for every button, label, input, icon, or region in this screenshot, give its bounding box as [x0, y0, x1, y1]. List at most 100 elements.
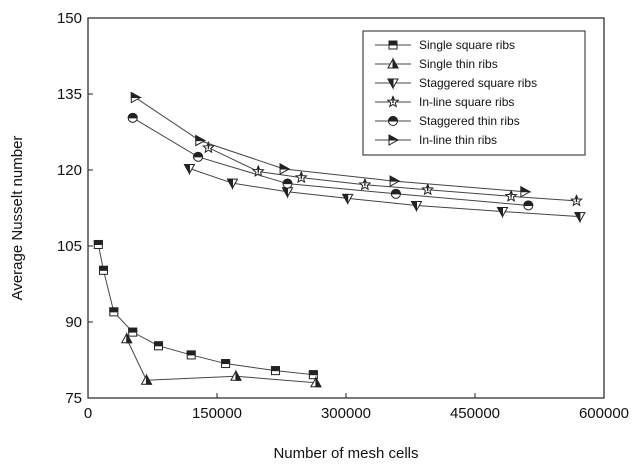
marker-fill	[186, 350, 196, 356]
data-point	[154, 341, 164, 351]
y-tick-label: 150	[57, 10, 82, 27]
marker-fill	[315, 375, 322, 388]
marker-fill	[226, 178, 233, 191]
legend-box	[362, 30, 586, 156]
series-staggered-thin-ribs	[127, 112, 534, 211]
data-point	[504, 189, 518, 202]
marker-fill	[387, 116, 399, 122]
data-point	[183, 163, 196, 176]
data-point	[282, 178, 293, 189]
data-point	[186, 350, 196, 360]
data-point	[294, 170, 308, 184]
marker-fill	[128, 327, 138, 333]
x-tick-label: 450000	[450, 405, 500, 422]
axes-layer: 0 150000 300000 450000 600000 75 90 105 120 135 15…	[57, 10, 629, 422]
data-point	[358, 177, 372, 191]
data-point	[523, 200, 534, 211]
y-tick-label: 135	[57, 86, 82, 103]
data-point	[341, 193, 354, 206]
data-point	[310, 375, 322, 388]
marker-fill	[130, 91, 143, 99]
series-in-line-square-ribs	[201, 140, 583, 207]
data-point	[308, 370, 318, 380]
marker-fill	[389, 175, 402, 182]
data-point	[230, 369, 242, 381]
legend-label: In-line square ribs	[419, 95, 514, 109]
series-layer	[93, 91, 586, 388]
legend-marker	[386, 95, 400, 108]
series-line	[97, 244, 314, 376]
series-single-square-ribs	[93, 239, 318, 380]
data-point	[140, 373, 153, 385]
x-tick-label: 300000	[321, 405, 371, 422]
data-point	[390, 188, 401, 199]
marker-fill	[574, 212, 581, 224]
legend-label: In-line thin ribs	[419, 133, 497, 147]
marker-fill	[235, 369, 242, 381]
marker-fill	[308, 370, 318, 376]
x-axis-title: Number of mesh cells	[273, 445, 418, 462]
legend-marker	[387, 116, 399, 126]
marker-fill	[392, 57, 399, 69]
legend-marker	[387, 78, 399, 90]
marker-fill	[282, 178, 293, 185]
marker-fill	[126, 331, 133, 344]
series-in-line-thin-ribs	[130, 91, 532, 198]
marker-fill	[127, 112, 138, 119]
data-point	[226, 178, 239, 191]
data-point	[520, 185, 532, 198]
x-tick-label: 0	[84, 405, 92, 422]
marker-fill	[387, 78, 394, 90]
data-point	[221, 359, 231, 369]
series-single-thin-ribs	[120, 331, 322, 388]
marker-fill	[195, 134, 207, 142]
marker-fill	[388, 134, 400, 141]
data-point	[127, 112, 138, 123]
legend-marker	[388, 134, 400, 146]
marker-fill	[341, 193, 349, 206]
x-tick-label: 600000	[579, 405, 629, 422]
legend-label: Single square ribs	[419, 38, 515, 52]
marker-fill	[270, 366, 280, 372]
data-point	[496, 207, 509, 219]
marker-fill	[390, 188, 401, 195]
marker-fill	[281, 187, 289, 199]
data-point	[270, 366, 280, 376]
legend: Single square ribs Single thin ribs Stagge…	[362, 30, 586, 156]
x-tick-label: 150000	[192, 405, 242, 422]
marker-fill	[109, 307, 119, 313]
legend-label: Staggered square ribs	[419, 76, 537, 90]
data-point	[251, 164, 265, 178]
marker-fill	[98, 265, 108, 271]
data-point	[421, 182, 435, 196]
data-point	[279, 163, 292, 175]
marker-fill	[221, 359, 231, 365]
legend-marker	[388, 40, 398, 50]
marker-fill	[496, 207, 504, 219]
data-point	[98, 265, 108, 275]
data-point	[93, 239, 103, 249]
marker-fill	[154, 341, 164, 347]
data-point	[130, 91, 143, 104]
data-point	[193, 151, 204, 162]
legend-label: Single thin ribs	[419, 57, 498, 71]
y-tick-label: 105	[57, 238, 82, 255]
data-point	[410, 200, 423, 213]
marker-fill	[183, 163, 190, 176]
marker-fill	[193, 151, 204, 158]
data-point	[195, 134, 207, 147]
data-point	[109, 307, 119, 317]
series-staggered-square-ribs	[183, 163, 586, 224]
series-line	[126, 338, 316, 384]
data-point	[574, 212, 586, 224]
y-tick-label: 75	[65, 390, 82, 407]
legend-label: Staggered thin ribs	[419, 114, 520, 128]
marker-fill	[410, 200, 418, 213]
data-point	[389, 175, 402, 187]
marker-fill	[388, 40, 398, 46]
data-point	[570, 194, 583, 207]
marker-fill	[93, 239, 103, 245]
marker-fill	[145, 373, 153, 385]
legend-marker	[387, 57, 399, 69]
